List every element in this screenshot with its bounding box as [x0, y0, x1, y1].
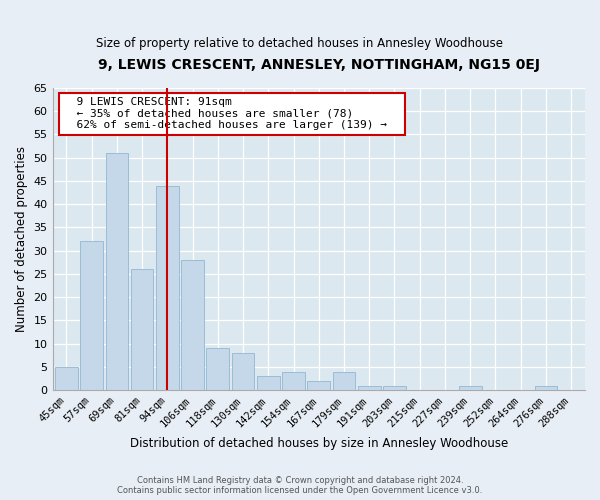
Text: 9 LEWIS CRESCENT: 91sqm  
  ← 35% of detached houses are smaller (78)  
  62% of: 9 LEWIS CRESCENT: 91sqm ← 35% of detache… [63, 97, 401, 130]
Bar [383, 386, 406, 390]
Bar [232, 353, 254, 390]
Bar [535, 386, 557, 390]
Bar [131, 270, 154, 390]
Bar [358, 386, 380, 390]
Bar [307, 381, 330, 390]
Y-axis label: Number of detached properties: Number of detached properties [15, 146, 28, 332]
Bar [282, 372, 305, 390]
Bar [206, 348, 229, 390]
Text: Size of property relative to detached houses in Annesley Woodhouse: Size of property relative to detached ho… [97, 38, 503, 51]
Bar [156, 186, 179, 390]
Bar [181, 260, 204, 390]
Bar [459, 386, 482, 390]
Text: Contains HM Land Registry data © Crown copyright and database right 2024.
Contai: Contains HM Land Registry data © Crown c… [118, 476, 482, 495]
X-axis label: Distribution of detached houses by size in Annesley Woodhouse: Distribution of detached houses by size … [130, 437, 508, 450]
Bar [55, 367, 78, 390]
Bar [80, 242, 103, 390]
Bar [332, 372, 355, 390]
Bar [257, 376, 280, 390]
Bar [106, 153, 128, 390]
Title: 9, LEWIS CRESCENT, ANNESLEY, NOTTINGHAM, NG15 0EJ: 9, LEWIS CRESCENT, ANNESLEY, NOTTINGHAM,… [98, 58, 540, 71]
